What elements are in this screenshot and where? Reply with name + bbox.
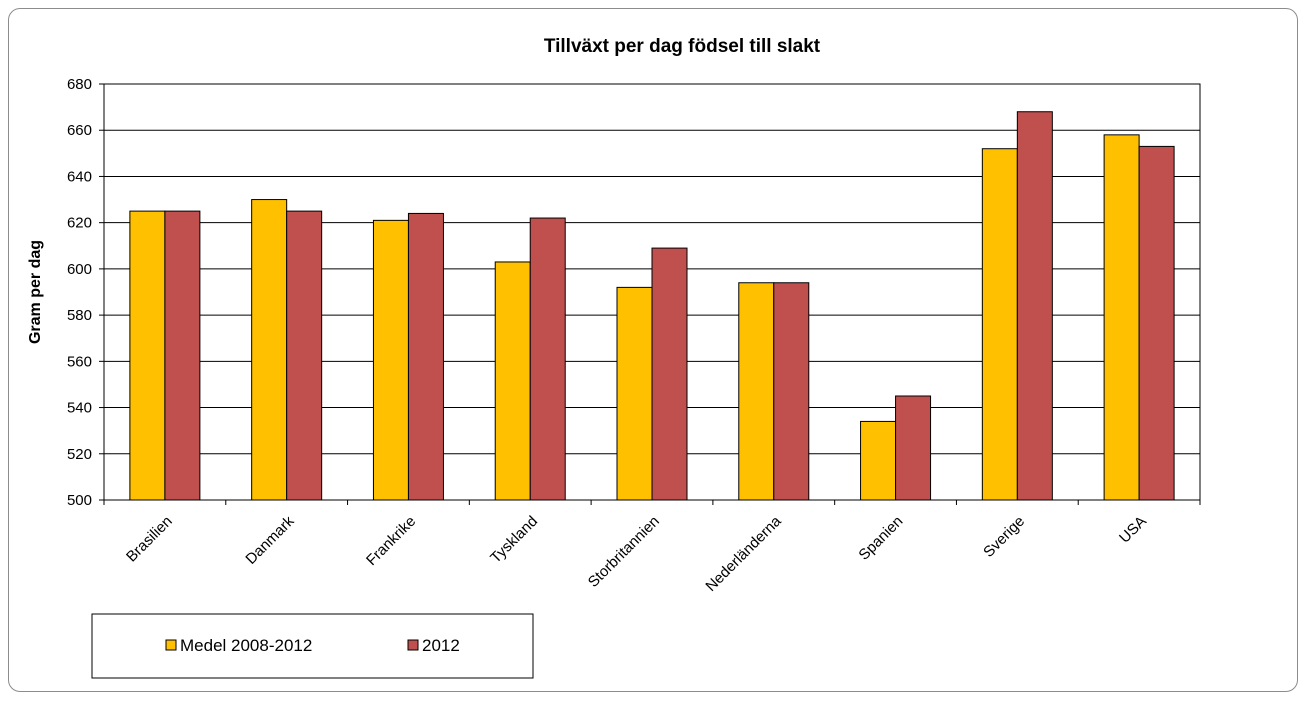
bar-medel-nederländerna (738, 282, 775, 501)
y-tick-label: 500 (67, 492, 92, 509)
x-category-label: USA (1116, 513, 1150, 547)
bar-s2012-brasilien (164, 210, 201, 501)
x-category-labels: Brasilien Danmark Frankrike Tyskland Storbri… (123, 512, 1150, 595)
chart-title: Tillväxt per dag födsel till slakt (544, 36, 821, 57)
bar-medel-spanien (860, 420, 897, 501)
y-tick-label: 560 (67, 353, 92, 370)
bar-medel-brasilien (129, 210, 166, 501)
bar-s2012-danmark (286, 210, 323, 501)
bar-medel-usa (1103, 134, 1140, 501)
bar-s2012-spanien (895, 395, 932, 501)
x-category-label: Sverige (980, 513, 1028, 561)
legend-swatch-medel (165, 639, 177, 651)
y-tick-label: 600 (67, 261, 92, 278)
x-category-label: Nederländerna (702, 512, 785, 595)
bar-s2012-usa (1138, 145, 1175, 501)
legend-swatch-2012 (407, 639, 419, 651)
legend-label-medel: Medel 2008-2012 (180, 636, 312, 655)
x-category-label: Brasilien (123, 513, 176, 566)
legend-box (91, 613, 534, 679)
bars (129, 111, 1175, 501)
legend: Medel 2008-2012 2012 (91, 613, 534, 679)
y-tick-label: 580 (67, 307, 92, 324)
y-tick-label: 640 (67, 168, 92, 185)
legend-label-2012: 2012 (422, 636, 460, 655)
bar-medel-tyskland (494, 261, 531, 501)
y-tick-label: 680 (67, 76, 92, 93)
y-tick-label: 520 (67, 446, 92, 463)
y-axis-title: Gram per dag (27, 240, 44, 344)
y-tick-label: 620 (67, 215, 92, 232)
x-category-label: Spanien (855, 513, 906, 564)
x-category-label: Tyskland (487, 513, 541, 567)
bar-s2012-sverige (1016, 111, 1053, 501)
y-tick-label: 540 (67, 400, 92, 417)
x-category-label: Storbritannien (585, 513, 663, 591)
bar-s2012-nederländerna (773, 282, 810, 501)
bar-s2012-frankrike (407, 212, 444, 501)
bar-medel-frankrike (372, 219, 409, 501)
bar-s2012-storbritannien (651, 247, 688, 501)
bar-medel-storbritannien (616, 286, 653, 501)
bar-s2012-tyskland (529, 217, 566, 501)
x-category-label: Frankrike (363, 513, 419, 569)
y-tick-labels: 500 520 540 560 580 600 620 640 660 680 (67, 76, 92, 509)
x-category-label: Danmark (242, 512, 297, 567)
bar-medel-sverige (981, 148, 1018, 501)
axes (99, 83, 1201, 505)
y-tick-label: 660 (67, 122, 92, 139)
bar-medel-danmark (251, 199, 288, 501)
